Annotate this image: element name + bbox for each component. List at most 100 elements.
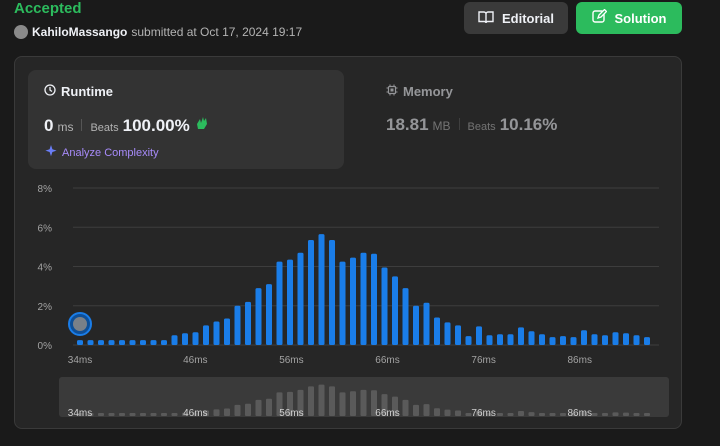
distribution-bar[interactable]	[423, 302, 430, 345]
distribution-bar[interactable]	[570, 337, 577, 345]
distribution-bar[interactable]	[528, 331, 535, 345]
runtime-distribution-chart[interactable]: 0% 2% 4% 6% 8% 34ms 46ms 56ms 66ms 76ms 86ms 34ms 46…	[15, 57, 681, 428]
overview-bar	[612, 412, 619, 416]
distribution-bar[interactable]	[539, 334, 545, 345]
overview-bar	[339, 392, 346, 416]
overview-bar	[171, 413, 178, 416]
memory-title-label: Memory	[403, 84, 453, 99]
distribution-bar[interactable]	[119, 340, 125, 345]
overview-bar	[444, 409, 451, 416]
distribution-bar[interactable]	[465, 336, 472, 345]
distribution-bar[interactable]	[98, 340, 104, 345]
distribution-bar[interactable]	[455, 325, 461, 345]
overview-bar	[245, 403, 251, 416]
overview-bar	[381, 394, 388, 416]
distribution-bar[interactable]	[612, 332, 619, 345]
distribution-bar[interactable]	[360, 252, 367, 345]
overview-bar	[507, 412, 514, 416]
distribution-bar[interactable]	[171, 335, 178, 345]
overview-bar	[560, 413, 566, 416]
overview-tick-label: 56ms	[279, 408, 303, 419]
overview-bar	[266, 398, 272, 416]
overview-bar	[224, 408, 230, 416]
distribution-bar[interactable]	[560, 336, 566, 345]
distribution-bar[interactable]	[318, 234, 325, 345]
overview-bar	[402, 399, 409, 416]
distribution-bar[interactable]	[245, 301, 251, 345]
distribution-bar[interactable]	[287, 259, 293, 345]
overview-tick-label: 86ms	[568, 408, 592, 419]
memory-card[interactable]: Memory 18.81 MB Beats 10.16%	[370, 70, 670, 169]
overview-bar	[297, 389, 304, 416]
runtime-card[interactable]: Runtime 0 ms Beats 100.00% Analyze Compl…	[28, 70, 344, 169]
distribution-bar[interactable]	[623, 333, 629, 345]
distribution-bar[interactable]	[203, 325, 209, 345]
distribution-bar[interactable]	[633, 335, 640, 345]
y-tick-label: 2%	[38, 302, 53, 313]
runtime-title-label: Runtime	[61, 84, 113, 99]
memory-metrics: 18.81 MB Beats 10.16%	[386, 115, 557, 135]
overview-bar	[119, 413, 125, 416]
distribution-bar[interactable]	[549, 337, 556, 345]
distribution-bar[interactable]	[644, 337, 650, 345]
overview-bar	[602, 413, 608, 416]
distribution-bar[interactable]	[308, 240, 314, 345]
overview-bar	[287, 391, 293, 416]
distribution-bar[interactable]	[108, 340, 115, 345]
runtime-title: Runtime	[44, 84, 113, 99]
distribution-bar[interactable]	[329, 240, 335, 345]
distribution-bar[interactable]	[402, 288, 409, 345]
distribution-bar[interactable]	[507, 334, 514, 345]
distribution-bar[interactable]	[413, 305, 419, 345]
clap-icon	[194, 115, 210, 136]
distribution-bar[interactable]	[434, 317, 440, 345]
username-link[interactable]: KahiloMassango	[32, 25, 128, 39]
distribution-bar[interactable]	[476, 326, 482, 345]
overview-bar	[77, 413, 83, 416]
distribution-bar[interactable]	[518, 327, 524, 345]
distribution-bar[interactable]	[161, 340, 167, 345]
distribution-bar[interactable]	[150, 340, 157, 345]
distribution-bar[interactable]	[486, 335, 493, 345]
overview-bar	[465, 413, 472, 416]
distribution-bar[interactable]	[129, 340, 136, 345]
x-tick-label: 66ms	[375, 355, 399, 366]
distribution-bar[interactable]	[381, 267, 388, 345]
overview-bar	[423, 404, 430, 416]
distribution-bar[interactable]	[297, 252, 304, 345]
submission-info: KahiloMassango submitted at Oct 17, 2024…	[14, 25, 302, 39]
distribution-bar[interactable]	[182, 333, 188, 345]
distribution-bar[interactable]	[276, 261, 283, 345]
avatar[interactable]	[14, 25, 28, 39]
status-title: Accepted	[14, 0, 82, 17]
distribution-bar[interactable]	[140, 340, 146, 345]
overview-tick-label: 46ms	[183, 408, 207, 419]
distribution-bar[interactable]	[591, 334, 598, 345]
distribution-bar[interactable]	[371, 253, 377, 345]
distribution-bar[interactable]	[77, 340, 83, 345]
distribution-bar[interactable]	[497, 334, 503, 345]
distribution-bar[interactable]	[392, 276, 398, 345]
sparkle-icon	[44, 144, 58, 161]
distribution-bar[interactable]	[581, 330, 587, 345]
overview-bar	[150, 413, 157, 416]
analyze-complexity-link[interactable]: Analyze Complexity	[44, 144, 159, 161]
overview-bar	[182, 412, 188, 416]
runtime-unit: ms	[57, 120, 74, 134]
distribution-bar[interactable]	[339, 261, 346, 345]
distribution-bar[interactable]	[224, 318, 230, 345]
distribution-bar[interactable]	[255, 288, 262, 345]
distribution-bar[interactable]	[234, 305, 241, 345]
editorial-button[interactable]: Editorial	[464, 2, 568, 34]
distribution-bar[interactable]	[444, 322, 451, 345]
overview-bar	[318, 384, 325, 416]
overview-bar	[308, 386, 314, 416]
distribution-bar[interactable]	[350, 257, 356, 345]
overview-tick-label: 66ms	[375, 408, 399, 419]
distribution-bar[interactable]	[192, 332, 199, 345]
distribution-bar[interactable]	[213, 321, 220, 345]
distribution-bar[interactable]	[602, 335, 608, 345]
solution-button[interactable]: Solution	[576, 2, 682, 34]
distribution-bar[interactable]	[266, 284, 272, 345]
distribution-bar[interactable]	[87, 340, 94, 345]
